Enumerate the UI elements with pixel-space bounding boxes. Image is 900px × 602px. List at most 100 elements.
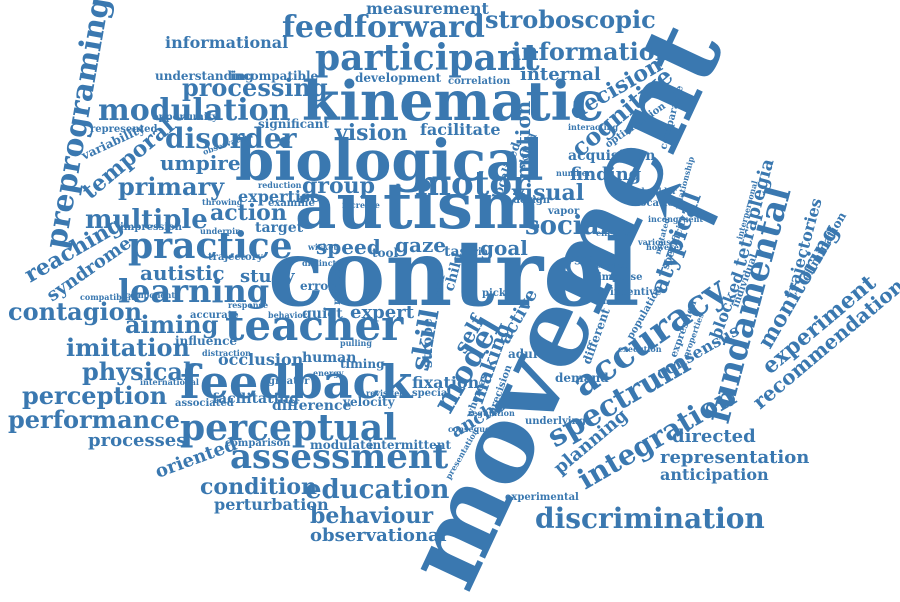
word-social: social [525,211,610,241]
word-response: response [228,300,268,310]
word-discrimination: discrimination [535,502,765,535]
word-distinct: distinct [302,258,337,268]
word-gaze: gaze [395,233,446,257]
word-processes: processes [88,430,186,451]
word-umpire: umpire [160,151,241,175]
word-involve: involve [600,296,632,306]
word-disorder: disorder [165,122,298,155]
word-modulation: modulation [98,93,291,128]
word-consequence: consequence [448,424,506,434]
word-incongruent: incongruent [648,214,703,224]
word-wicket: wicket [307,242,337,252]
word-feedforward: feedforward [282,10,485,45]
word-feedback: feedback [180,355,413,409]
word-correlation: correlation [448,76,511,87]
word-opportunity: opportunity [152,112,219,123]
word-various: various [637,237,671,247]
word-number: number [556,168,592,178]
word-throwing: throwing [202,197,243,207]
word-anticipation: anticipation [660,465,769,484]
word-facilitate: facilitate [420,120,501,139]
word-demand: demand [555,371,609,385]
word-energy: energy [313,368,344,378]
word-special: special [412,388,451,399]
word-practice: practice [128,225,293,267]
word-difference: difference [272,398,351,414]
word-design: design [513,195,551,206]
word-underpin: underpin [200,226,241,236]
word-visual: visual [511,180,584,206]
word-interacting: interacting [568,122,618,132]
word-aiming: aiming [125,310,219,339]
word-autism: autism [295,169,541,244]
word-increase: increase [342,200,380,210]
word-modulate: modulate [310,438,374,452]
word-examine: examine [268,198,315,209]
word-aging: aging [566,251,604,265]
word-chance: chance [596,260,628,270]
word-comparison: comparison [225,438,291,449]
word-measurement: measurement [366,0,489,18]
word-acquisition: acquisition [568,148,655,164]
word-finding: finding [570,164,642,185]
word-kinematic: kinematic [302,69,604,133]
word-greater: greater [268,376,310,387]
word-regulation: regulation [468,408,515,418]
word-associated: associated [175,398,234,409]
word-vapor: vapor [547,206,580,217]
word-timing: timing [340,357,385,371]
word-human: human [302,350,356,366]
word-informational: informational [165,33,288,52]
word-impression: impression [120,222,183,233]
word-physical: physical [82,357,192,386]
word-performance: performance [8,405,180,434]
word-incentive: incentive [610,287,661,298]
word-vision: vision [334,120,408,146]
word-novice: novice [332,269,343,305]
word-participant: participant [315,37,540,79]
word-shoulder: shoulder [637,186,677,196]
word-accurate: accurate [190,310,239,321]
word-information: information [512,37,672,66]
word-facilitating: facilitating [212,391,299,407]
word-error: error [300,279,335,293]
word-underlying: underlying [525,416,586,427]
word-education: education [305,475,450,505]
word-compatibility: compatibility [80,292,140,302]
word-year: year [429,271,448,303]
word-international: international [140,377,199,387]
word-directed: directed [672,426,756,447]
word-study: study [240,266,295,287]
word-reduction: reduction [258,180,302,190]
word-effective: effective [596,228,634,238]
word-represented: represented [90,124,158,135]
word-impulse: impulse [598,272,642,283]
word-control: control [268,219,640,327]
word-action: action [210,200,287,226]
word-internal: internal [520,64,601,85]
word-distraction: distraction [202,348,251,358]
word-execution: execution [618,344,662,354]
word-tool: tool [372,246,399,260]
word-understanding: understanding [155,69,254,83]
word-learning: learning [118,272,269,310]
word-behaviour: behaviour [310,503,433,529]
word-quiet: quiet [302,306,343,322]
word-trajectory: trajectory [208,252,264,263]
word-intermittent: intermittent [368,438,451,452]
word-location: location [636,198,682,209]
word-stroboscopic: stroboscopic [485,5,656,34]
word-experimental: experimental [505,492,579,503]
word-expertise: expertise [238,187,320,206]
word-behavior: behavior [268,310,308,320]
word-teacher: teacher [225,301,404,350]
word-significant: significant [258,117,330,131]
word-perturbation: perturbation [214,495,329,514]
word-pulling: pulling [340,338,372,348]
word-motor: motor [415,164,531,204]
word-strobe: strobe [420,318,436,368]
word-imitation: imitation [66,333,190,362]
word-influence: influence [175,334,237,348]
